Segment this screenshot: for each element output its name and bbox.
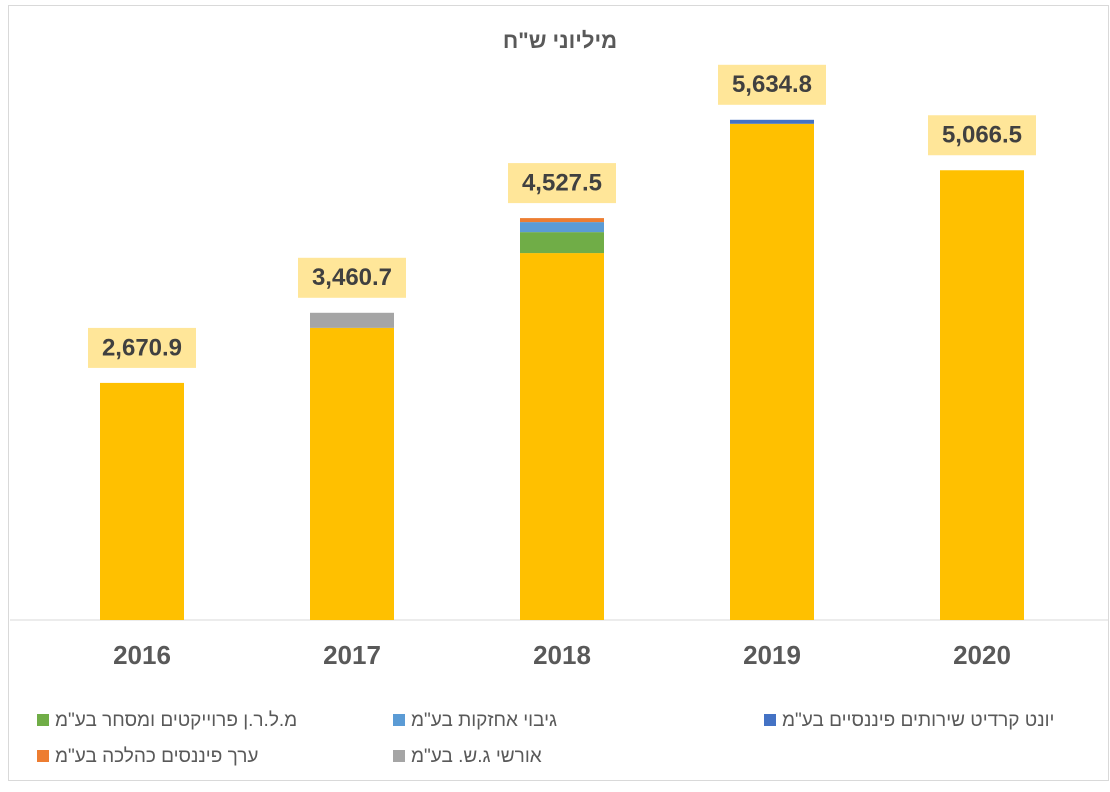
bar-segment	[520, 253, 604, 620]
legend-swatch	[37, 750, 49, 762]
x-tick-label: 2018	[533, 640, 591, 670]
legend-swatch	[764, 714, 776, 726]
bar-segment	[520, 218, 604, 223]
total-label: 2,670.9	[102, 334, 182, 361]
legend-swatch	[393, 750, 405, 762]
x-tick-label: 2016	[113, 640, 171, 670]
bar-segment	[100, 382, 184, 620]
x-tick-label: 2020	[953, 640, 1011, 670]
total-label-bg	[88, 327, 196, 368]
legend-swatch	[393, 714, 405, 726]
legend-label: מ.ל.ר.ן פרוייקטים ומסחר בע"מ	[55, 710, 297, 731]
total-label-bg	[718, 64, 826, 105]
legend-swatch	[37, 714, 49, 726]
bar-segment	[520, 222, 604, 233]
x-tick-label: 2019	[743, 640, 801, 670]
total-label-bg	[928, 115, 1036, 156]
total-label-bg	[298, 257, 406, 298]
legend-label: גיבוי אחזקות בע"מ	[411, 710, 557, 731]
legend-label: יונט קרדיט שירותים פיננסיים בע"מ	[782, 710, 1054, 731]
bar-segment	[730, 123, 814, 620]
total-label: 4,527.5	[522, 169, 602, 196]
total-label: 3,460.7	[312, 264, 392, 291]
x-tick-label: 2017	[323, 640, 381, 670]
bar-segment	[310, 312, 394, 328]
legend-label: ערך פיננסים כהלכה בע"מ	[55, 746, 258, 767]
chart-title: מיליוני ש"ח	[503, 28, 617, 53]
total-label: 5,066.5	[942, 122, 1022, 149]
legend-label: אורשי ג.ש. בע"מ	[411, 746, 542, 767]
bar-segment	[310, 327, 394, 620]
total-label: 5,634.8	[732, 71, 812, 98]
bar-segment	[520, 232, 604, 254]
bar-segment	[940, 170, 1024, 621]
bar-segment	[730, 119, 814, 124]
total-label-bg	[508, 163, 616, 204]
